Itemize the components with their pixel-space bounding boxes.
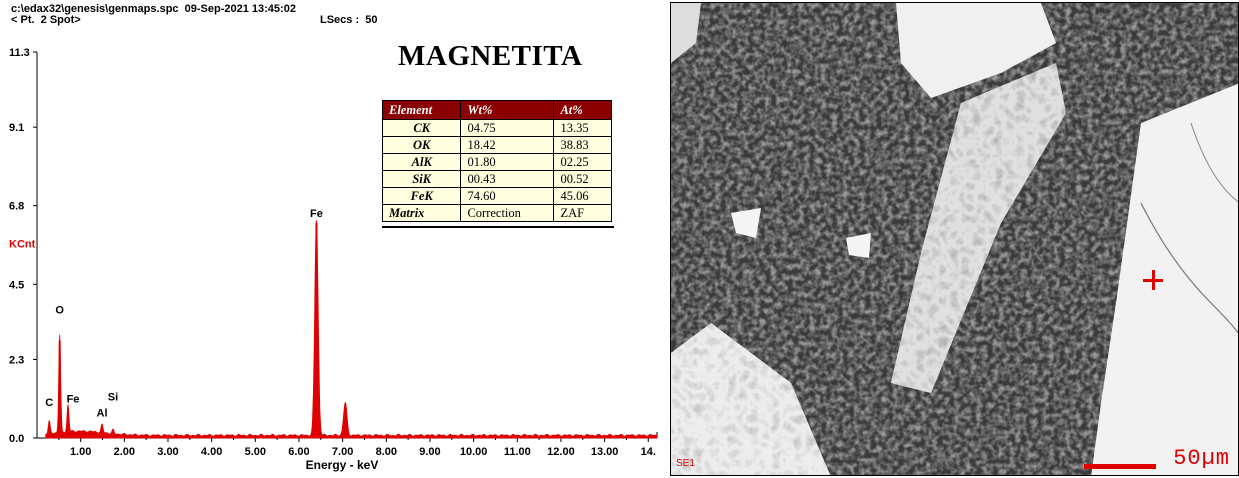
element-cell: CK bbox=[381, 119, 462, 137]
wt-cell: 00.43 bbox=[460, 170, 555, 188]
peak-label: Si bbox=[108, 392, 118, 404]
table-row: CK 04.75 13.35 bbox=[381, 119, 612, 137]
composition-table: Element Wt% At% CK 04.75 13.35 OK 18.42 … bbox=[381, 100, 612, 222]
mineral-title: MAGNETITA bbox=[398, 40, 583, 72]
peak-label: C bbox=[45, 397, 53, 409]
peak-label: O bbox=[55, 305, 64, 317]
spectrum-chart: 0.0 2.3 4.5 6.8 9.1 11.3 KCnt 1.00 2.00 3.00 4.00 5… bbox=[9, 47, 658, 472]
spectrum-series bbox=[45, 220, 658, 439]
at-cell: 00.52 bbox=[553, 170, 612, 188]
eds-spectrum-panel: c:\edax32\genesis\genmaps.spc 09-Sep-202… bbox=[9, 3, 658, 472]
peak-label: Fe bbox=[67, 394, 80, 406]
fracture-line bbox=[1140, 202, 1238, 334]
bright-grain-top bbox=[896, 3, 1056, 98]
spot-label: < Pt. 2 Spot> bbox=[11, 14, 81, 26]
peak-label: Fe bbox=[310, 208, 323, 220]
element-cell: OK bbox=[381, 136, 462, 154]
wt-cell: 18.42 bbox=[460, 136, 555, 154]
y-axis-label: KCnt bbox=[9, 238, 36, 250]
y-tick-label: 4.5 bbox=[9, 279, 24, 291]
bright-flake bbox=[671, 3, 701, 63]
bright-flake bbox=[731, 208, 761, 238]
table-row: AlK 01.80 02.25 bbox=[381, 153, 612, 171]
x-tick-label: 6.00 bbox=[288, 446, 309, 458]
x-tick-label: 10.00 bbox=[460, 446, 488, 458]
y-tick-label: 6.8 bbox=[9, 201, 24, 213]
detector-label: SE1 bbox=[676, 458, 695, 469]
spectrum-file-path: c:\edax32\genesis\genmaps.spc 09-Sep-202… bbox=[11, 3, 296, 15]
x-tick-label: 13.00 bbox=[591, 446, 619, 458]
x-tick-label: 2.00 bbox=[114, 446, 135, 458]
lamella-texture bbox=[891, 63, 1066, 393]
table-header-row: Element Wt% At% bbox=[381, 100, 612, 120]
wt-cell: Correction bbox=[460, 204, 555, 222]
x-tick-label: 8.00 bbox=[376, 446, 397, 458]
x-tick-label: 12.00 bbox=[547, 446, 575, 458]
y-tick-label: 0.0 bbox=[9, 433, 24, 445]
table-row: FeK 74.60 45.06 bbox=[381, 187, 612, 205]
x-tick-label: 7.00 bbox=[332, 446, 353, 458]
at-cell: 38.83 bbox=[553, 136, 612, 154]
table-bottom-rule bbox=[382, 226, 614, 228]
header-wt-percent: Wt% bbox=[460, 100, 555, 120]
sem-image-panel: SE1 50µm bbox=[670, 2, 1239, 476]
scale-label: 50µm bbox=[1173, 446, 1230, 471]
scale-bar bbox=[1084, 464, 1156, 469]
at-cell: 45.06 bbox=[553, 187, 612, 205]
sem-micrograph bbox=[671, 3, 1238, 475]
table-row: Matrix Correction ZAF bbox=[381, 204, 612, 222]
element-cell: AlK bbox=[381, 153, 462, 171]
x-axis-label: Energy - keV bbox=[306, 458, 379, 472]
x-tick-label: 11.00 bbox=[504, 446, 531, 458]
wt-cell: 01.80 bbox=[460, 153, 555, 171]
x-tick-label: 1.00 bbox=[70, 446, 91, 458]
at-cell: ZAF bbox=[553, 204, 612, 222]
element-cell: FeK bbox=[381, 187, 462, 205]
x-tick-label: 9.00 bbox=[419, 446, 440, 458]
header-at-percent: At% bbox=[553, 100, 612, 120]
x-tick-label: 5.00 bbox=[245, 446, 266, 458]
element-cell: Matrix bbox=[381, 204, 462, 222]
bright-flake bbox=[846, 233, 871, 258]
header-element: Element bbox=[381, 100, 462, 120]
grain-bottom-left-texture bbox=[671, 323, 831, 475]
wt-cell: 04.75 bbox=[460, 119, 555, 137]
table-row: OK 18.42 38.83 bbox=[381, 136, 612, 154]
x-tick-label: 3.00 bbox=[157, 446, 178, 458]
x-tick-label: 4.00 bbox=[201, 446, 222, 458]
spot-marker-vertical bbox=[1152, 270, 1155, 290]
bright-grain-right bbox=[1091, 83, 1238, 475]
y-tick-label: 11.3 bbox=[9, 47, 30, 59]
fracture-line bbox=[1190, 122, 1238, 203]
y-tick-label: 2.3 bbox=[9, 354, 24, 366]
peak-label: Al bbox=[97, 407, 108, 419]
element-cell: SiK bbox=[381, 170, 462, 188]
y-tick-label: 9.1 bbox=[9, 122, 24, 134]
live-seconds-label: LSecs : 50 bbox=[320, 14, 378, 26]
wt-cell: 74.60 bbox=[460, 187, 555, 205]
x-tick-label: 14. bbox=[641, 446, 656, 458]
composition-table-wrapper: Element Wt% At% CK 04.75 13.35 OK 18.42 … bbox=[381, 100, 614, 228]
at-cell: 02.25 bbox=[553, 153, 612, 171]
table-row: SiK 00.43 00.52 bbox=[381, 170, 612, 188]
at-cell: 13.35 bbox=[553, 119, 612, 137]
